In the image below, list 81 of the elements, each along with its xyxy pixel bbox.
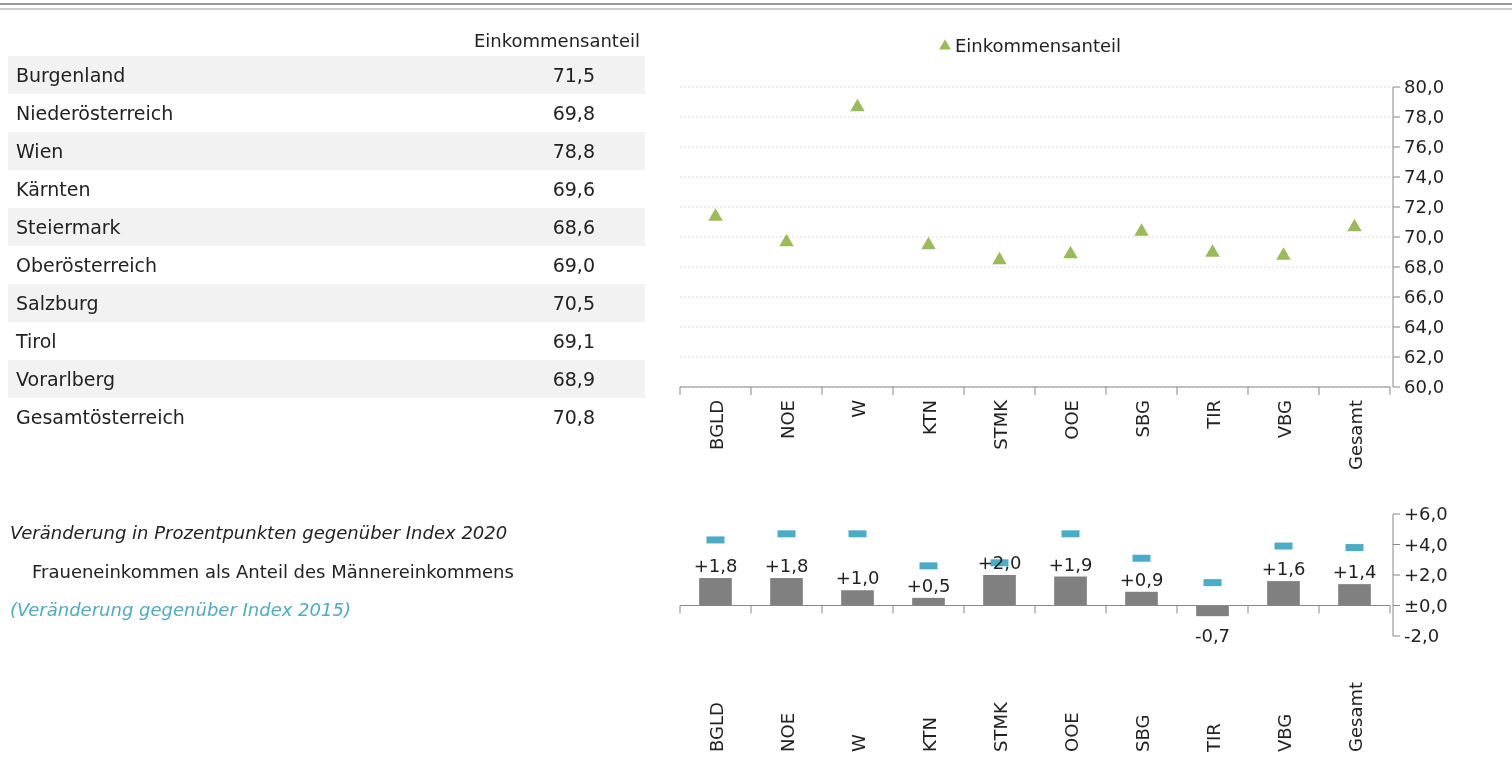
point — [1134, 223, 1149, 236]
data-label: +2,0 — [977, 552, 1022, 573]
y-tick-label: 62,0 — [1404, 346, 1445, 367]
x-tick-label: Gesamt — [1344, 681, 1366, 752]
point — [779, 233, 794, 247]
x-tick-label: KTN — [918, 717, 940, 752]
text: 68,9 — [552, 368, 595, 390]
y-tick-label: 74,0 — [1404, 166, 1445, 187]
x-tick-label: VBG — [1273, 713, 1295, 752]
data-label: +1,0 — [835, 567, 880, 589]
text: 69,6 — [552, 178, 595, 200]
data-label: +1,4 — [1332, 561, 1377, 583]
y-tick-label: 68,0 — [1404, 256, 1445, 277]
text: 69,1 — [552, 330, 595, 352]
y-tick-label: 66,0 — [1404, 286, 1445, 307]
data-label: +1,8 — [693, 555, 738, 577]
x-tick-label: STMK — [989, 701, 1011, 752]
y-tick-label: 72,0 — [1404, 196, 1445, 217]
point — [921, 236, 936, 250]
category-label: Oberösterreich — [16, 254, 158, 276]
category-label: Vorarlberg — [16, 368, 115, 390]
x-tick-label: VBG — [1273, 400, 1295, 439]
x-tick-label: SBG — [1131, 714, 1153, 752]
text: Fraueneinkommen als Anteil des Männereinkommens — [32, 561, 514, 582]
y-tick-label: 64,0 — [1404, 316, 1445, 337]
text: 78,8 — [552, 140, 595, 162]
x-tick-label: BGLD — [705, 702, 727, 752]
x-tick-label: W — [847, 734, 869, 752]
text: 71,5 — [552, 64, 595, 86]
y-tick-label: -2,0 — [1404, 625, 1440, 646]
x-tick-label: KTN — [918, 400, 940, 435]
x-tick-label: W — [847, 399, 869, 418]
y-tick-label: +4,0 — [1404, 533, 1448, 555]
data-label: +0,5 — [906, 574, 951, 596]
category-label: Gesamtösterreich — [16, 406, 185, 428]
text: Einkommensanteil — [473, 30, 640, 51]
category-label: Kärnten — [16, 178, 91, 200]
data-label: +1,9 — [1048, 553, 1093, 575]
point — [1347, 218, 1362, 232]
category-label: Burgenland — [16, 64, 126, 86]
category-label: Niederösterreich — [16, 102, 174, 124]
text: 69,8 — [552, 102, 595, 124]
category-label: Steiermark — [16, 216, 121, 238]
text: (Veränderung gegenüber Index 2015) — [10, 599, 351, 620]
x-tick-label: OOE — [1060, 712, 1082, 752]
point — [992, 251, 1007, 265]
point — [1205, 244, 1220, 257]
y-tick-label: 70,0 — [1404, 226, 1445, 247]
data-label: +1,8 — [764, 555, 809, 577]
text: 70,8 — [552, 406, 595, 428]
x-tick-label: NOE — [776, 400, 798, 440]
y-tick-label: 60,0 — [1404, 376, 1445, 397]
category-label: Salzburg — [16, 292, 99, 314]
text: Veränderung in Prozentpunkten gegenüber Index 2020 — [10, 522, 508, 543]
data-label: +0,9 — [1119, 568, 1164, 590]
y-tick-label: 78,0 — [1404, 106, 1445, 127]
text: 70,5 — [552, 292, 595, 314]
legend-label: Einkommensanteil — [955, 35, 1122, 56]
x-tick-label: TIR — [1202, 723, 1224, 753]
x-tick-label: SBG — [1131, 400, 1153, 438]
x-tick-label: BGLD — [705, 400, 727, 450]
y-tick-label: +6,0 — [1404, 503, 1448, 524]
text: 68,6 — [552, 216, 595, 238]
x-tick-label: TIR — [1202, 400, 1224, 430]
point — [1063, 245, 1078, 259]
category-label: Wien — [16, 140, 64, 162]
y-tick-label: ±0,0 — [1404, 594, 1448, 616]
x-tick-label: STMK — [989, 398, 1011, 450]
data-label: +1,6 — [1261, 558, 1306, 580]
point — [708, 208, 723, 221]
x-tick-label: Gesamt — [1344, 400, 1366, 471]
category-label: Tirol — [15, 330, 57, 352]
y-tick-label: +2,0 — [1404, 564, 1448, 585]
point — [850, 98, 865, 112]
point — [1276, 247, 1291, 260]
y-tick-label: 80,0 — [1404, 76, 1445, 97]
text: 69,0 — [552, 254, 595, 276]
x-tick-label: OOE — [1060, 400, 1082, 440]
x-tick-label: NOE — [776, 712, 798, 752]
y-tick-label: 76,0 — [1404, 136, 1445, 157]
data-label: -0,7 — [1194, 625, 1231, 647]
